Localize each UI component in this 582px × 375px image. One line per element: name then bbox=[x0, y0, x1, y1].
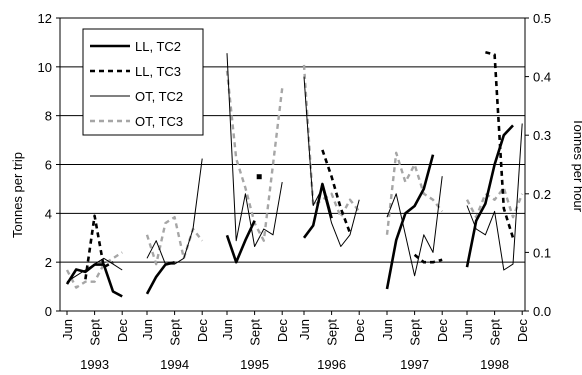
x-tick-label: Dec bbox=[275, 319, 290, 343]
legend-label-ll-tc3: LL, TC3 bbox=[135, 64, 181, 79]
y-tick-label: 6 bbox=[45, 158, 52, 173]
series-line-ot-tc2 bbox=[386, 176, 443, 277]
x-tick-label: Jun bbox=[380, 319, 395, 340]
x-tick-label: Dec bbox=[115, 319, 130, 343]
series-line-ll-tc2 bbox=[465, 124, 514, 268]
x-tick-label: Jun bbox=[220, 319, 235, 340]
series-line-ot-tc2 bbox=[146, 158, 203, 265]
x-tick-label: Jun bbox=[297, 319, 312, 340]
x-tick-label: Jun bbox=[60, 319, 75, 340]
legend-label-ot-tc3: OT, TC3 bbox=[135, 114, 183, 129]
year-label: 1993 bbox=[80, 357, 109, 372]
y2-tick-label: 0.5 bbox=[533, 11, 551, 26]
x-tick-label: Sept bbox=[168, 319, 183, 346]
y-tick-label: 4 bbox=[45, 206, 52, 221]
series-line-ll-tc2 bbox=[145, 260, 175, 295]
series-line-ll-tc2 bbox=[385, 154, 435, 290]
series-line-ot-tc2 bbox=[303, 76, 360, 247]
legend-label-ll-tc2: LL, TC2 bbox=[135, 39, 181, 54]
series-line-ll-tc3 bbox=[84, 214, 114, 280]
series-point-ll-tc3 bbox=[256, 174, 262, 180]
x-tick-label: Dec bbox=[515, 319, 530, 343]
y-tick-label: 0 bbox=[45, 304, 52, 319]
y2-tick-label: 0.0 bbox=[533, 304, 551, 319]
x-tick-label: Sept bbox=[488, 319, 503, 346]
tick-labels: 0 2 4 6 8 10 12 0.0 0.1 0.2 0.3 0.4 0.5 Jun Sept Dec 199… bbox=[38, 11, 552, 372]
year-label: 1994 bbox=[160, 357, 189, 372]
y2-tick-label: 0.3 bbox=[533, 128, 551, 143]
series-line-ll-tc2 bbox=[302, 182, 333, 239]
series-line-ot-tc3 bbox=[302, 64, 361, 219]
y-tick-label: 10 bbox=[38, 60, 52, 75]
series-line-ll-tc3 bbox=[485, 50, 515, 239]
x-tick-label: Sept bbox=[88, 319, 103, 346]
year-label: 1998 bbox=[480, 357, 509, 372]
legend: LL, TC2 LL, TC3 OT, TC2 OT, TC3 bbox=[82, 28, 204, 136]
series-line-ot-tc3 bbox=[385, 151, 444, 235]
y-tick-label: 2 bbox=[45, 255, 52, 270]
year-label: 1997 bbox=[400, 357, 429, 372]
series-line-ot-tc2 bbox=[466, 123, 523, 271]
series-line-ot-tc2 bbox=[226, 53, 283, 247]
x-tick-label: Dec bbox=[352, 319, 367, 343]
x-tick-label: Jun bbox=[140, 319, 155, 340]
series-line-ll-tc3 bbox=[321, 149, 352, 234]
series-line-ll-tc2 bbox=[225, 220, 256, 264]
y2-tick-label: 0.1 bbox=[533, 245, 551, 260]
series-line-ot-tc3 bbox=[65, 251, 123, 289]
x-tick-label: Jun bbox=[460, 319, 475, 340]
x-tick-label: Sept bbox=[325, 319, 340, 346]
year-label: 1996 bbox=[317, 357, 346, 372]
y2-axis-title: Tonnes per hour bbox=[571, 118, 582, 213]
y2-tick-label: 0.4 bbox=[533, 70, 551, 85]
x-tick-label: Sept bbox=[248, 319, 263, 346]
series-line-ot-tc3 bbox=[465, 186, 524, 219]
legend-label-ot-tc2: OT, TC2 bbox=[135, 89, 183, 104]
x-tick-label: Dec bbox=[195, 319, 210, 343]
x-tick-label: Dec bbox=[435, 319, 450, 343]
y-tick-label: 12 bbox=[38, 11, 52, 26]
y2-tick-label: 0.2 bbox=[533, 187, 551, 202]
y-tick-label: 8 bbox=[45, 109, 52, 124]
x-tick-label: Sept bbox=[408, 319, 423, 346]
series-line-ll-tc2 bbox=[65, 263, 123, 298]
y-axis-title: Tonnes per trip bbox=[10, 152, 25, 238]
series-lines bbox=[65, 50, 524, 298]
axes bbox=[56, 17, 529, 315]
year-label: 1995 bbox=[240, 357, 269, 372]
